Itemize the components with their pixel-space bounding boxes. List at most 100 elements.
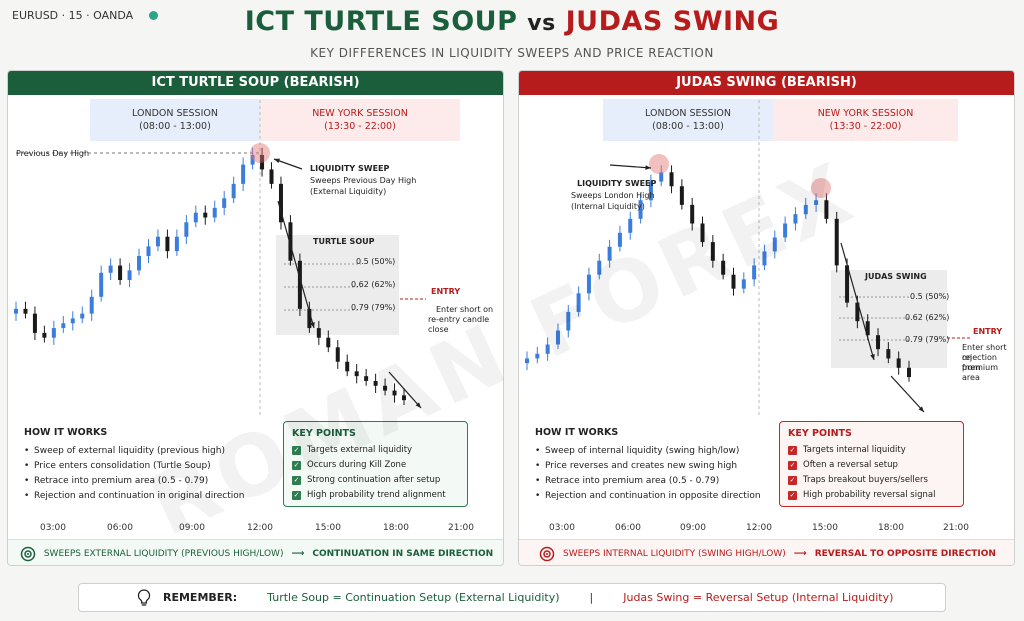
session-time: (13:30 - 22:00) bbox=[829, 121, 902, 132]
sweep-line1: Sweeps London High bbox=[571, 191, 655, 200]
how-item: Price enters consolidation (Turtle Soup) bbox=[24, 459, 245, 474]
panel-footer: SWEEPS EXTERNAL LIQUIDITY (PREVIOUS HIGH… bbox=[8, 539, 503, 565]
how-title: HOW IT WORKS bbox=[24, 427, 108, 438]
candle-body bbox=[648, 181, 653, 201]
fib-62-label: 0.62 (62%) bbox=[351, 280, 396, 289]
candle-body bbox=[32, 313, 37, 333]
kp-text: Strong continuation after setup bbox=[307, 475, 441, 485]
candle-body bbox=[203, 212, 208, 218]
session-name: NEW YORK SESSION bbox=[312, 108, 408, 119]
candle-body bbox=[80, 313, 85, 319]
check-icon: ✓ bbox=[292, 491, 301, 500]
candle-body bbox=[354, 371, 359, 377]
fib-79-label: 0.79 (79%) bbox=[351, 303, 396, 312]
candle-body bbox=[659, 172, 664, 182]
target-icon bbox=[539, 546, 555, 561]
axis-tick: 12:00 bbox=[247, 523, 273, 533]
axis-tick: 15:00 bbox=[315, 523, 341, 533]
candle-body bbox=[222, 198, 227, 208]
candle-body bbox=[155, 236, 160, 247]
how-title: HOW IT WORKS bbox=[535, 427, 619, 438]
candle-body bbox=[89, 296, 94, 314]
candle-body bbox=[617, 232, 622, 247]
ticker-text: EURUSD · 15 · OANDA bbox=[12, 9, 134, 22]
footer-cause: SWEEPS EXTERNAL LIQUIDITY (PREVIOUS HIGH… bbox=[43, 548, 284, 559]
key-points: KEY POINTS ✓ Targets external liquidity ✓… bbox=[283, 421, 468, 507]
candle-body bbox=[250, 155, 255, 165]
axis-tick: 09:00 bbox=[179, 523, 205, 533]
page-subtitle: KEY DIFFERENCES IN LIQUIDITY SWEEPS AND … bbox=[310, 46, 714, 60]
arrow-head bbox=[415, 402, 421, 408]
candle-body bbox=[193, 212, 198, 223]
arrow-line bbox=[609, 164, 652, 169]
turtle-soup-chart bbox=[14, 100, 426, 415]
candle-body bbox=[896, 358, 901, 368]
candle-body bbox=[316, 328, 321, 338]
candle-body bbox=[669, 172, 674, 187]
how-it-works: HOW IT WORKS Sweep of external liquidity… bbox=[24, 425, 245, 504]
candle-body bbox=[834, 218, 839, 266]
remember-label: REMEMBER: bbox=[163, 591, 238, 604]
kp-item: ✓ Often a reversal setup bbox=[788, 458, 955, 473]
candle-body bbox=[108, 265, 113, 273]
entry-line2: re-entry candle close bbox=[428, 315, 490, 334]
arrow-right-icon: ⟶ bbox=[291, 548, 305, 559]
kp-text: Often a reversal setup bbox=[803, 460, 898, 470]
arrow-line bbox=[277, 200, 315, 329]
how-item: Retrace into premium area (0.5 - 0.79) bbox=[24, 474, 245, 489]
title-left: ICT TURTLE SOUP bbox=[244, 6, 518, 37]
entry-line3: premium area bbox=[962, 363, 998, 382]
how-item: Sweep of external liquidity (previous hi… bbox=[24, 444, 245, 459]
candle-body bbox=[212, 207, 217, 218]
check-icon: ✓ bbox=[788, 461, 797, 470]
candle-body bbox=[814, 200, 819, 205]
candle-body bbox=[762, 251, 767, 266]
candle-body bbox=[99, 272, 104, 297]
sweep-title: LIQUIDITY SWEEP bbox=[577, 179, 657, 188]
candle-body bbox=[752, 265, 757, 280]
title-right: JUDAS SWING bbox=[565, 6, 780, 37]
candle-body bbox=[70, 318, 75, 324]
remember-judas: Judas Swing = Reversal Setup (Internal L… bbox=[623, 591, 894, 604]
candle-body bbox=[14, 308, 18, 314]
candle-body bbox=[373, 380, 378, 386]
session-time: (08:00 - 13:00) bbox=[139, 121, 211, 132]
entry-label: ENTRY bbox=[431, 287, 461, 296]
axis-tick: 06:00 bbox=[107, 523, 133, 533]
candle-body bbox=[586, 274, 591, 294]
entry-line2: rejection from bbox=[962, 353, 997, 372]
london-session: LONDON SESSION (08:00 - 13:00) bbox=[603, 99, 773, 141]
panel-header: JUDAS SWING (BEARISH) bbox=[519, 71, 1014, 95]
arrow-line bbox=[388, 371, 422, 409]
panel-header: ICT TURTLE SOUP (BEARISH) bbox=[8, 71, 503, 95]
candle-body bbox=[51, 328, 56, 338]
candle-body bbox=[845, 265, 850, 303]
check-icon: ✓ bbox=[292, 446, 301, 455]
sweep-circle bbox=[250, 143, 270, 163]
axis-tick: 12:00 bbox=[746, 523, 772, 533]
candle-body bbox=[231, 183, 236, 199]
candle-body bbox=[307, 308, 312, 329]
fib-50-label: 0.5 (50%) bbox=[910, 292, 950, 301]
candle-body bbox=[907, 367, 911, 378]
session-time: (08:00 - 13:00) bbox=[652, 121, 724, 132]
candle-body bbox=[741, 279, 746, 289]
ny-session: NEW YORK SESSION (13:30 - 22:00) bbox=[260, 99, 460, 141]
candle-body bbox=[260, 155, 265, 170]
axis-tick: 03:00 bbox=[40, 523, 66, 533]
candle-body bbox=[278, 183, 283, 223]
candle-body bbox=[803, 204, 808, 215]
sweep-circle bbox=[811, 178, 831, 198]
candle-body bbox=[137, 255, 142, 271]
kp-item: ✓ High probability reversal signal bbox=[788, 488, 955, 503]
arrow-head bbox=[870, 354, 875, 360]
candle-body bbox=[402, 395, 406, 401]
kp-text: Targets external liquidity bbox=[307, 445, 413, 455]
candle-body bbox=[772, 237, 777, 252]
arrow-line bbox=[840, 242, 875, 361]
axis-tick: 21:00 bbox=[943, 523, 969, 533]
session-time: (13:30 - 22:00) bbox=[324, 121, 396, 132]
how-item: Rejection and continuation in original d… bbox=[24, 489, 245, 504]
check-icon: ✓ bbox=[788, 446, 797, 455]
how-item: Price reverses and creates new swing hig… bbox=[535, 459, 761, 474]
